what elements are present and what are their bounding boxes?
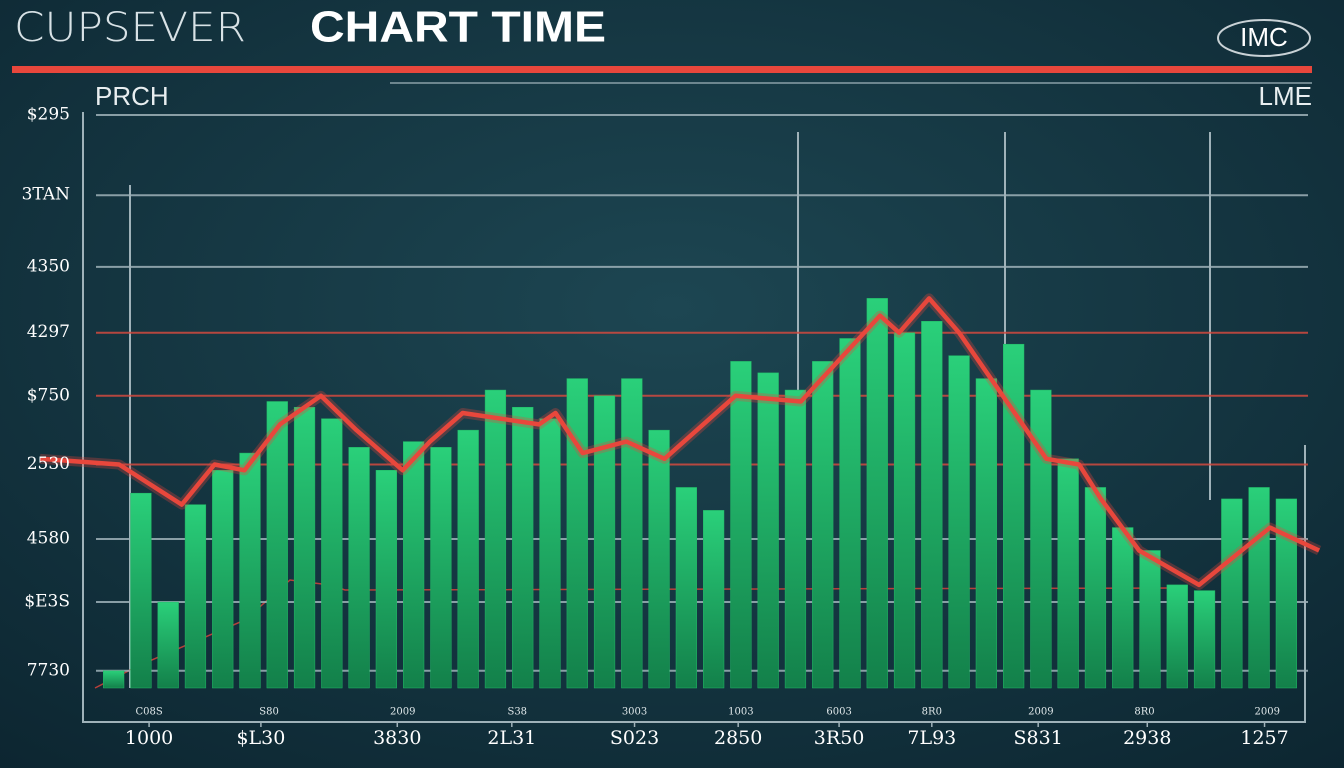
bar: [239, 452, 261, 689]
bar: [1193, 590, 1216, 689]
y2-label: LME: [1259, 81, 1312, 111]
bar: [212, 470, 234, 689]
bar: [1275, 498, 1297, 689]
bar: [703, 510, 725, 689]
bar: [130, 492, 152, 689]
bar: [266, 401, 288, 689]
bar: [893, 332, 916, 689]
y-label: PRCH: [95, 81, 169, 111]
bar: [757, 372, 779, 689]
bar: [430, 447, 452, 689]
brand: CUPSEVER: [14, 5, 246, 51]
bar: [784, 389, 807, 689]
x-minor-tick-label: 8R0: [922, 707, 942, 718]
bar: [566, 378, 588, 689]
y-tick-label: 3TAN: [22, 185, 71, 205]
bar: [539, 418, 561, 689]
bar: [457, 429, 479, 689]
x-minor-tick-label: 6003: [826, 707, 851, 718]
y-tick-label: $295: [27, 105, 70, 125]
bar: [866, 298, 888, 689]
axis-frame: [82, 112, 1306, 723]
y-tick-label: 2530: [27, 454, 70, 474]
logo-ring: [1217, 19, 1311, 57]
y-tick-label: 4580: [27, 529, 70, 549]
x-minor-tick-label: C08S: [135, 707, 162, 718]
line: [39, 296, 1321, 588]
bar: [593, 395, 616, 689]
bar: [1166, 584, 1188, 689]
bar: [1139, 550, 1161, 689]
x-minor-tick-label: 1003: [728, 707, 753, 718]
x-tick-label: 2850: [714, 727, 762, 749]
bar: [621, 378, 643, 689]
bar: [321, 418, 343, 689]
x-tick-label: 3830: [373, 727, 421, 749]
bar: [348, 447, 370, 689]
bar: [675, 487, 697, 689]
x-tick-label: 3R50: [814, 727, 865, 749]
x-minor-tick-label: S38: [507, 707, 527, 718]
bar: [1003, 343, 1025, 689]
header-rule: [12, 66, 1312, 73]
bar: [730, 361, 752, 689]
x-tick-label: S831: [1014, 727, 1063, 749]
bar: [403, 441, 425, 689]
x-tick-label: 1257: [1240, 727, 1288, 749]
x-minor-tick-label: 2009: [390, 707, 415, 718]
y-tick-label: 4350: [27, 256, 70, 276]
bar: [103, 670, 125, 689]
y-tick-label: $750: [27, 385, 70, 405]
x-minor-tick-label: S80: [259, 707, 279, 718]
bar: [512, 406, 534, 689]
bar: [948, 355, 970, 689]
bar: [921, 321, 943, 689]
axes: $295 3TAN 4350 4297 $750 2530 4580 $E3S 7730 1000…: [22, 105, 1289, 750]
bar: [839, 338, 861, 689]
y-tick-label: 7730: [27, 660, 70, 680]
bar: [1030, 389, 1052, 689]
y-tick-label: $E3S: [24, 592, 70, 612]
chart-title: CHART TIME: [310, 3, 606, 52]
bar: [1084, 487, 1107, 689]
bar: [1248, 487, 1270, 689]
y-tick-label: 4297: [27, 322, 70, 342]
x-tick-label: 2L31: [487, 727, 536, 749]
lines: [39, 293, 1322, 590]
x-minor-tick-label: 2009: [1028, 707, 1053, 718]
bar: [375, 470, 397, 689]
x-tick-label: S023: [610, 727, 659, 749]
x-tick-label: 2938: [1123, 727, 1171, 749]
logo: IMC: [1240, 22, 1288, 52]
x-tick-label: 7L93: [907, 727, 956, 749]
bar: [157, 601, 179, 689]
bar: [1057, 458, 1079, 689]
frame: [82, 112, 1306, 723]
bar: [184, 504, 207, 689]
bar: [1221, 498, 1243, 689]
bar: [812, 361, 834, 689]
x-minor-tick-label: 2009: [1255, 707, 1280, 718]
bar: [648, 429, 670, 689]
bar: [484, 389, 507, 689]
x-minor-tick-label: 3003: [622, 707, 647, 718]
bar: [293, 406, 316, 689]
x-tick-label: 1000: [125, 727, 173, 749]
bar: [975, 378, 997, 689]
bar: [1112, 527, 1134, 689]
x-tick-label: $L30: [236, 727, 285, 749]
bars: [103, 298, 1297, 689]
x-minor-tick-label: 8R0: [1134, 707, 1154, 718]
